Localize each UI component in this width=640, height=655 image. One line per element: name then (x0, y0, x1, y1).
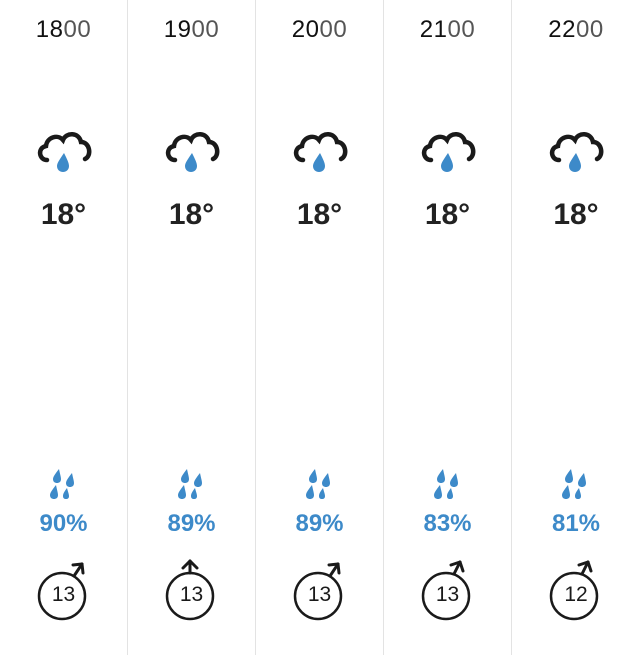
temperature: 18° (296, 198, 343, 231)
cloud-rain-icon (293, 132, 348, 172)
wind-speed: 13 (307, 583, 332, 606)
hour-label: 2000 (291, 16, 348, 43)
temperature: 18° (424, 198, 471, 231)
hour-column-1900[interactable]: 1900 18° 89% 13 (128, 0, 256, 655)
wind-speed: 13 (179, 583, 204, 606)
cloud-rain-icon (549, 132, 604, 172)
wind-speed: 13 (435, 583, 460, 606)
rain-chance: 83% (423, 510, 472, 537)
hour-label: 1900 (163, 16, 220, 43)
raindrops-icon (178, 469, 202, 499)
hour-label: 2200 (548, 16, 604, 43)
wind-direction-icon (165, 559, 215, 621)
hour-column-2200[interactable]: 2200 18° 81% 12 (512, 0, 640, 655)
cloud-rain-icon (165, 132, 220, 172)
cloud-rain-icon (421, 132, 476, 172)
wind-speed: 13 (51, 583, 76, 606)
wind-direction-icon (549, 560, 599, 621)
wind-speed: 12 (564, 583, 588, 606)
raindrops-icon (434, 469, 458, 499)
temperature: 18° (553, 198, 599, 231)
rain-chance: 89% (295, 510, 344, 537)
rain-chance: 81% (551, 510, 601, 537)
raindrops-icon (50, 469, 74, 499)
temperature: 18° (40, 198, 87, 231)
hour-label: 1800 (35, 16, 92, 43)
hour-column-1800[interactable]: 1800 18° 90% 13 (0, 0, 128, 655)
hour-column-2000[interactable]: 2000 18° 89% 13 (256, 0, 384, 655)
wind-direction-icon (421, 560, 471, 621)
wind-direction-icon (37, 562, 87, 621)
raindrops-icon (562, 469, 586, 499)
temperature: 18° (168, 198, 215, 231)
wind-direction-icon (293, 562, 343, 621)
rain-chance: 89% (167, 510, 216, 537)
raindrops-icon (306, 469, 330, 499)
cloud-rain-icon (37, 132, 92, 172)
hour-column-2100[interactable]: 2100 18° 83% 13 (384, 0, 512, 655)
hour-label: 2100 (419, 16, 476, 43)
rain-chance: 90% (39, 510, 88, 537)
